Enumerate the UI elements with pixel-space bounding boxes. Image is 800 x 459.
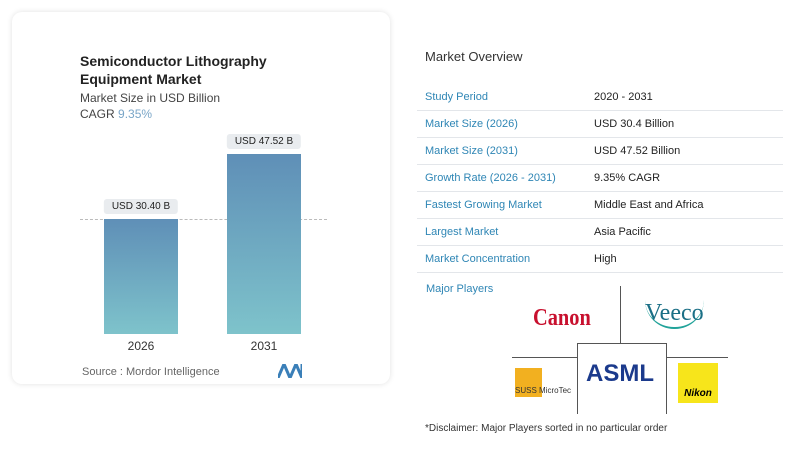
- x-tick-label: 2026: [127, 339, 155, 353]
- asml-logo: ASML: [586, 360, 654, 387]
- overview-title: Market Overview: [425, 49, 523, 64]
- bar-2026: [104, 219, 178, 334]
- overview-row: Study Period 2020 - 2031: [417, 83, 783, 111]
- disclaimer: *Disclaimer: Major Players sorted in no …: [425, 423, 668, 434]
- row-label: Fastest Growing Market: [425, 199, 542, 211]
- source: Source : Mordor Intelligence: [82, 366, 220, 378]
- row-label: Growth Rate (2026 - 2031): [425, 172, 556, 184]
- overview-row: Market Size (2026) USD 30.4 Billion: [417, 110, 783, 138]
- cagr-value: 9.35%: [118, 107, 153, 121]
- canon-logo: Canon: [533, 305, 591, 331]
- cagr: CAGR 9.35%: [80, 107, 152, 121]
- overview-row: Largest Market Asia Pacific: [417, 218, 783, 246]
- chart-subtitle: Market Size in USD Billion: [80, 91, 221, 105]
- chart-card: [12, 12, 390, 384]
- row-value: Middle East and Africa: [594, 199, 704, 211]
- row-label: Market Size (2026): [425, 118, 518, 130]
- major-players-title: Major Players: [426, 283, 494, 295]
- row-value: 9.35% CAGR: [594, 172, 661, 184]
- overview-row: Market Concentration High: [417, 245, 783, 273]
- nikon-text: Nikon: [684, 388, 712, 399]
- overview-row: Growth Rate (2026 - 2031) 9.35% CAGR: [417, 164, 783, 192]
- row-label: Market Size (2031): [425, 145, 518, 157]
- row-label: Market Concentration: [425, 253, 531, 265]
- row-value: USD 47.52 Billion: [594, 145, 681, 157]
- row-value: Asia Pacific: [594, 226, 651, 238]
- row-value: 2020 - 2031: [594, 91, 653, 103]
- divider: [620, 286, 621, 344]
- chart-title: Semiconductor Lithography Equipment Marke…: [80, 52, 267, 88]
- title-line: Equipment Market: [80, 71, 202, 87]
- overview-row: Market Size (2031) USD 47.52 Billion: [417, 137, 783, 165]
- row-value: High: [594, 253, 617, 265]
- x-tick-label: 2031: [250, 339, 278, 353]
- reference-line: [80, 219, 327, 220]
- bar-2031: [227, 154, 301, 334]
- row-label: Largest Market: [425, 226, 499, 238]
- suss-logo: SUSS MicroTec: [515, 386, 572, 395]
- data-label: USD 47.52 B: [226, 134, 302, 150]
- cagr-label: CAGR: [80, 107, 115, 121]
- asml-box: [577, 343, 667, 414]
- data-label: USD 30.40 B: [103, 199, 179, 214]
- overview-row: Fastest Growing Market Middle East and Af…: [417, 191, 783, 219]
- title-line: Semiconductor Lithography: [80, 53, 267, 69]
- veeco-logo: Veeco: [645, 300, 704, 329]
- nikon-logo: Nikon: [678, 363, 718, 403]
- row-value: USD 30.4 Billion: [594, 118, 675, 130]
- row-label: Study Period: [425, 91, 488, 103]
- suss-logo-mark: [515, 368, 542, 397]
- mordor-logo-icon: [278, 364, 302, 378]
